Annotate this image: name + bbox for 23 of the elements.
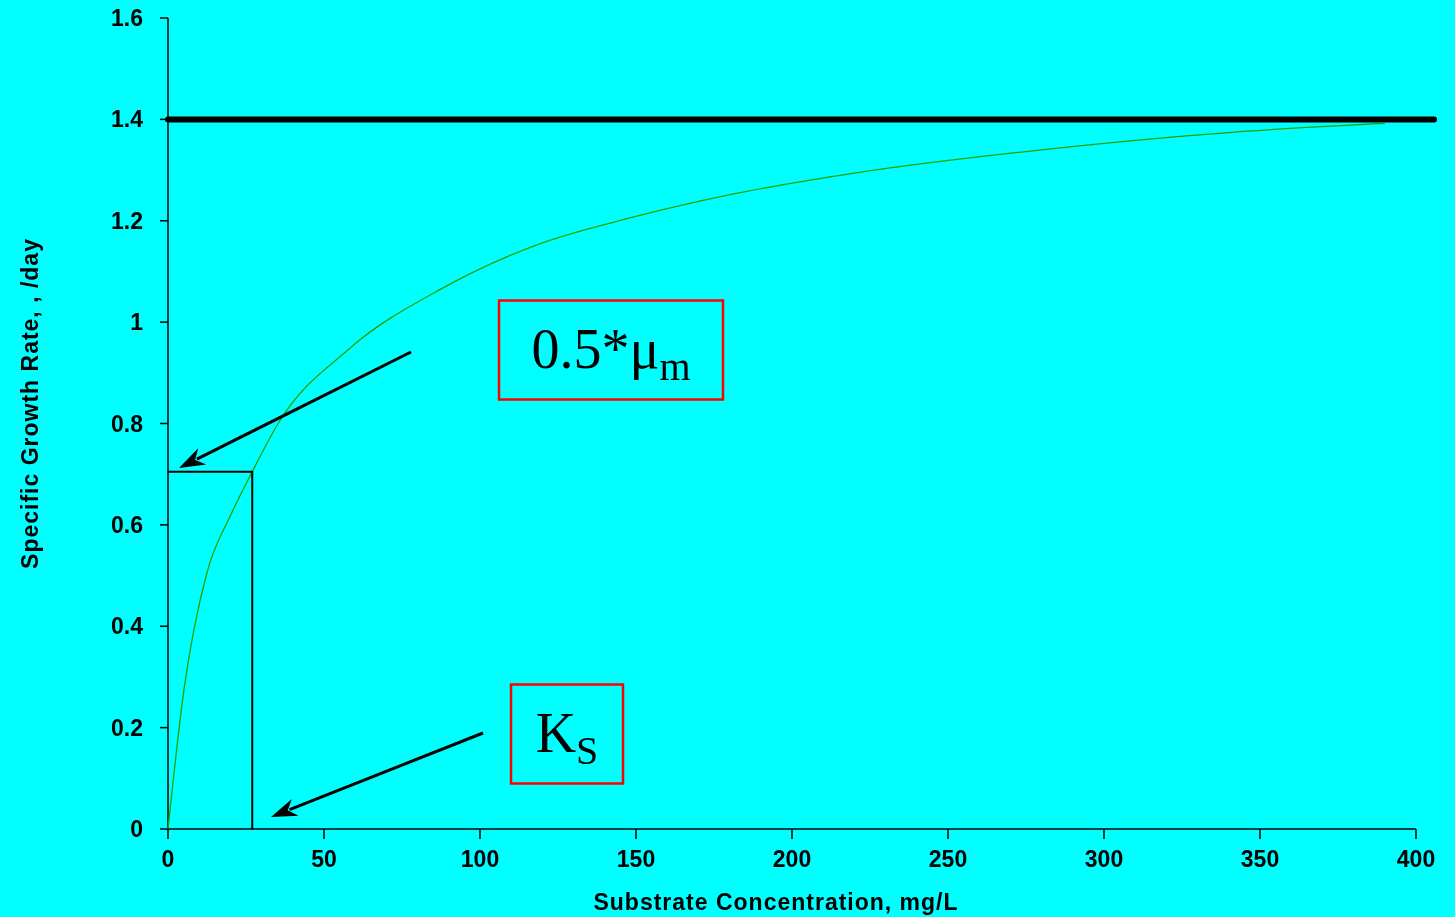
y-axis-title: Specific Growth Rate, , /day	[17, 238, 43, 569]
y-tick-label: 0.2	[111, 714, 143, 741]
x-tick-label: 150	[616, 846, 656, 872]
y-tick-label: 0.8	[111, 410, 144, 437]
x-tick-label: 50	[311, 846, 337, 872]
y-tick-label: 1.4	[111, 106, 144, 133]
x-axis-title: Substrate Concentration, mg/L	[593, 889, 959, 915]
annotation: 0.5*μ$_{m}$	[531, 318, 691, 389]
y-tick-label: 1.6	[111, 5, 143, 31]
annotation: K$_{S}$	[535, 702, 599, 773]
x-tick-label: 250	[928, 846, 968, 872]
x-tick-label: 400	[1396, 846, 1436, 872]
x-tick-label: 200	[772, 846, 812, 872]
y-tick-label: 0.6	[111, 511, 143, 538]
y-tick-label: 1.2	[111, 207, 143, 234]
y-tick-label: 1	[130, 309, 144, 336]
x-tick-label: 0	[161, 846, 175, 872]
x-tick-label: 100	[460, 846, 500, 872]
x-tick-label: 300	[1084, 846, 1124, 872]
y-tick-label: 0.4	[111, 613, 144, 640]
y-tick-label: 0	[130, 816, 143, 842]
x-tick-label: 350	[1240, 846, 1280, 872]
line-series	[167, 122, 1386, 830]
